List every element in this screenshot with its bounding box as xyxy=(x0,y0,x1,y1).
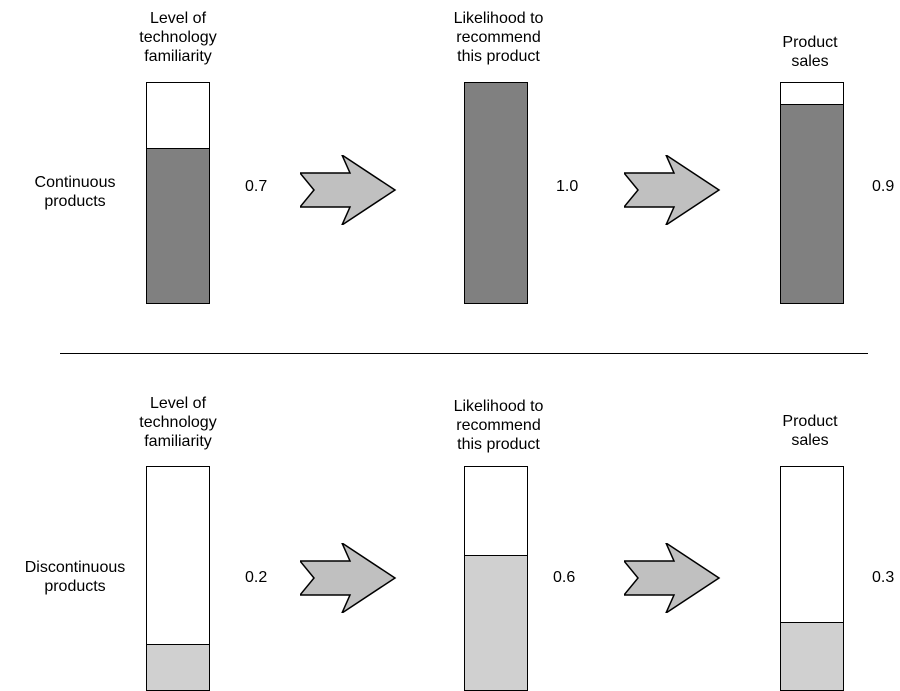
bar-fill xyxy=(147,148,209,303)
value-technology-familiarity: 0.2 xyxy=(245,569,268,586)
stage-title-likelihood-recommend: Likelihood to recommend this product xyxy=(453,10,544,65)
bar-product-sales xyxy=(780,466,844,691)
row-label-continuous: Continuous products xyxy=(34,174,116,210)
row-label-discontinuous: Discontinuous products xyxy=(24,559,126,595)
bar-fill xyxy=(465,555,527,690)
bar-likelihood-recommend xyxy=(464,466,528,691)
bar-fill xyxy=(781,104,843,303)
section-divider xyxy=(60,353,868,354)
bar-technology-familiarity xyxy=(146,466,210,691)
value-product-sales: 0.3 xyxy=(872,569,895,586)
value-likelihood-recommend: 1.0 xyxy=(556,178,579,195)
right-arrow-icon xyxy=(624,543,721,613)
bar-likelihood-recommend xyxy=(464,82,528,304)
stage-title-technology-familiarity: Level of technology familiarity xyxy=(139,10,217,65)
bar-product-sales xyxy=(780,82,844,304)
bar-fill xyxy=(147,644,209,690)
right-arrow-icon xyxy=(624,155,721,225)
stage-title-product-sales: Product sales xyxy=(782,413,838,449)
right-arrow-icon xyxy=(300,543,397,613)
stage-title-technology-familiarity: Level of technology familiarity xyxy=(139,395,217,450)
bar-fill xyxy=(781,622,843,690)
value-product-sales: 0.9 xyxy=(872,178,895,195)
value-likelihood-recommend: 0.6 xyxy=(553,569,576,586)
value-technology-familiarity: 0.7 xyxy=(245,178,268,195)
stage-title-product-sales: Product sales xyxy=(782,34,838,70)
bar-technology-familiarity xyxy=(146,82,210,304)
right-arrow-icon xyxy=(300,155,397,225)
stage-title-likelihood-recommend: Likelihood to recommend this product xyxy=(453,398,544,453)
bar-fill xyxy=(465,83,527,303)
